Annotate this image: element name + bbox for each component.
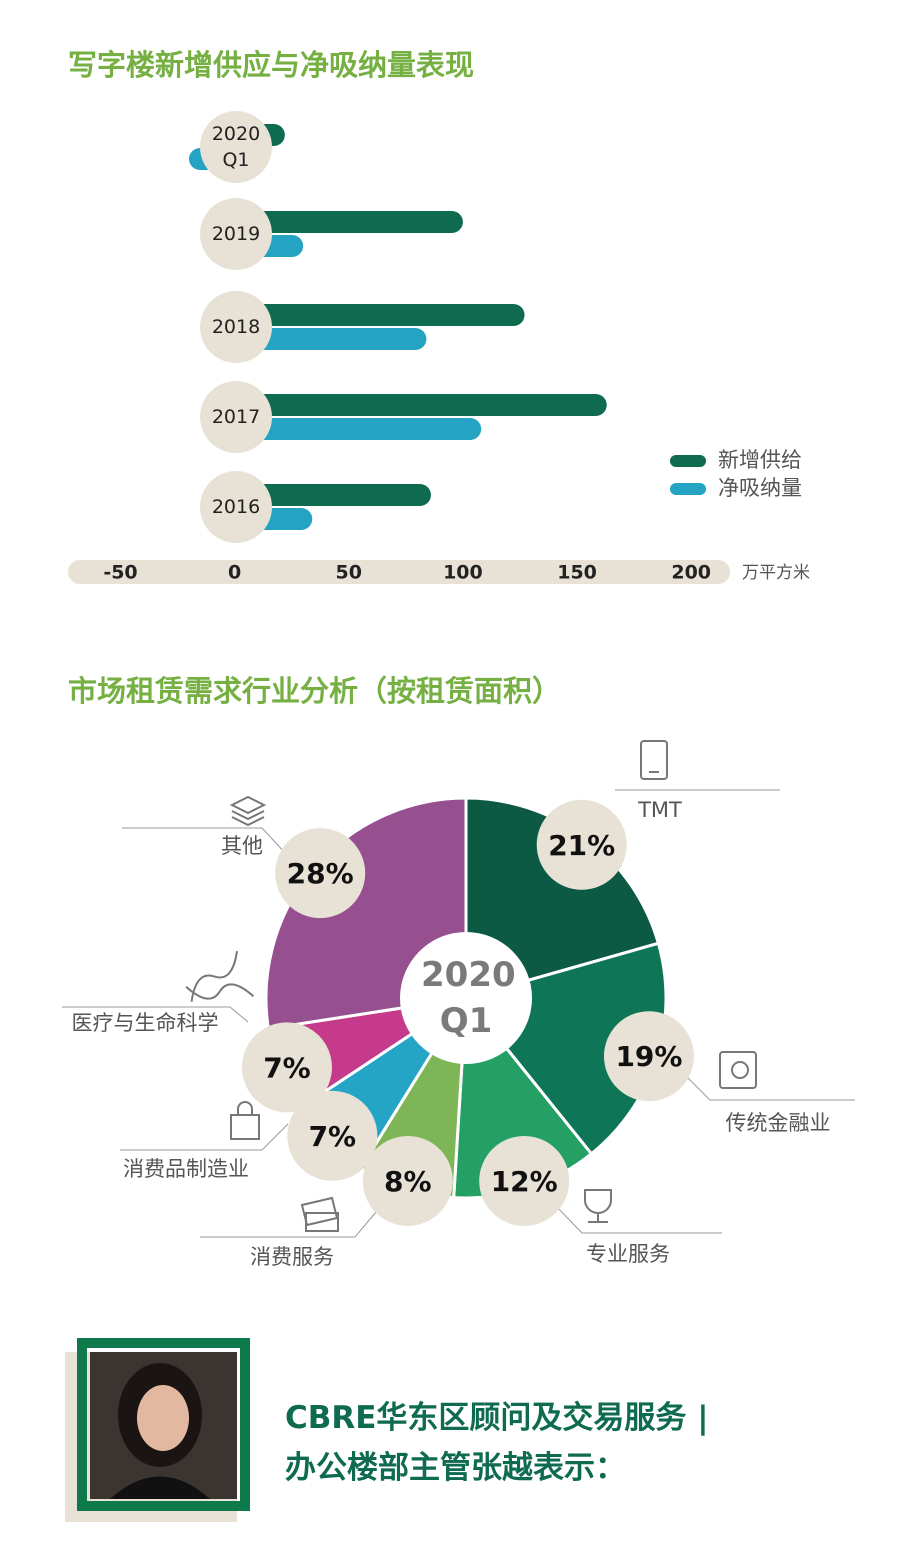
icons	[185, 740, 757, 1232]
leader-line	[62, 1006, 249, 1023]
icon-safe	[731, 1061, 749, 1079]
bar	[234, 328, 427, 350]
icon-safe	[719, 1051, 757, 1089]
value-label: 12%	[491, 1165, 558, 1198]
category-badge	[200, 471, 272, 543]
value-label: 19%	[615, 1040, 682, 1073]
pie-hole	[400, 932, 532, 1064]
category-label: 传统金融业	[726, 1111, 831, 1135]
value-badge	[479, 1135, 570, 1226]
category-label: 2016	[211, 496, 261, 518]
leader-line	[687, 1077, 855, 1101]
photo-frame	[77, 1338, 250, 1511]
category-label: 其他	[221, 834, 263, 858]
category-badge	[200, 291, 272, 363]
x-tick-label: 100	[443, 562, 483, 584]
value-label: 28%	[287, 857, 354, 890]
legend-label: 净吸纳量	[718, 476, 802, 500]
icon-bag	[230, 1101, 260, 1140]
category-label: 医疗与生命科学	[72, 1011, 219, 1035]
chart-title: 写字楼新增供应与净吸纳量表现	[68, 48, 475, 82]
value-badge	[275, 828, 366, 919]
category-label: 2019	[211, 223, 261, 245]
leader-line	[554, 1204, 722, 1234]
photo-face	[137, 1385, 189, 1451]
category-label: 消费品制造业	[123, 1157, 249, 1181]
x-tick-label: 150	[557, 562, 597, 584]
leader-line	[120, 1123, 289, 1151]
value-badge	[603, 1011, 694, 1102]
category-label: TMT	[637, 798, 682, 822]
x-tick-label: 50	[336, 562, 362, 584]
x-tick-label: 0	[228, 562, 241, 584]
value-badge	[287, 1090, 378, 1181]
value-label: 7%	[309, 1120, 357, 1153]
x-axis-band	[68, 560, 730, 584]
bar	[234, 211, 463, 233]
leader-line	[200, 1211, 377, 1238]
bar	[234, 304, 525, 326]
category-label-box: 2020 Q1	[200, 111, 272, 183]
icon-dna	[185, 951, 255, 1002]
footer-line: CBRE华东区顾问及交易服务 |	[285, 1400, 709, 1436]
bar	[234, 418, 482, 440]
category-label-box: 2019	[200, 198, 272, 270]
category-label: 2017	[211, 406, 261, 428]
category-badge	[200, 111, 272, 183]
category-badge	[200, 381, 272, 453]
bar	[234, 484, 431, 506]
category-label: 专业服务	[586, 1242, 670, 1266]
value-label: 21%	[548, 829, 615, 862]
category-badge	[200, 198, 272, 270]
legend-label: 新增供给	[718, 448, 802, 472]
center-label: 2020 Q1	[421, 955, 516, 1041]
value-label: 7%	[263, 1051, 311, 1084]
footer-line: 办公楼部主管张越表示：	[285, 1450, 626, 1486]
chart-title: 市场租赁需求行业分析（按租赁面积）	[68, 674, 562, 708]
category-label-box: 2016	[200, 471, 272, 543]
center-label-box: 2020 Q1	[401, 933, 531, 1063]
value-badge	[362, 1135, 453, 1226]
x-unit: 万平方米	[742, 563, 810, 583]
category-label: 消费服务	[250, 1245, 334, 1269]
icon-card	[300, 1196, 339, 1232]
category-label: 2018	[211, 316, 261, 338]
value-label: 8%	[384, 1165, 432, 1198]
bar	[234, 394, 607, 416]
icon-layers	[229, 795, 267, 827]
icon-phone	[640, 740, 668, 780]
leader-line	[122, 827, 289, 857]
category-label-box: 2017	[200, 381, 272, 453]
x-tick-label: 200	[671, 562, 711, 584]
x-tick-label: -50	[103, 562, 137, 584]
value-badge	[536, 799, 627, 890]
value-badge	[241, 1022, 332, 1113]
photo-body	[110, 1476, 210, 1499]
category-label: 2020 Q1	[211, 123, 261, 171]
icon-trophy	[584, 1189, 612, 1223]
category-label-box: 2018	[200, 291, 272, 363]
